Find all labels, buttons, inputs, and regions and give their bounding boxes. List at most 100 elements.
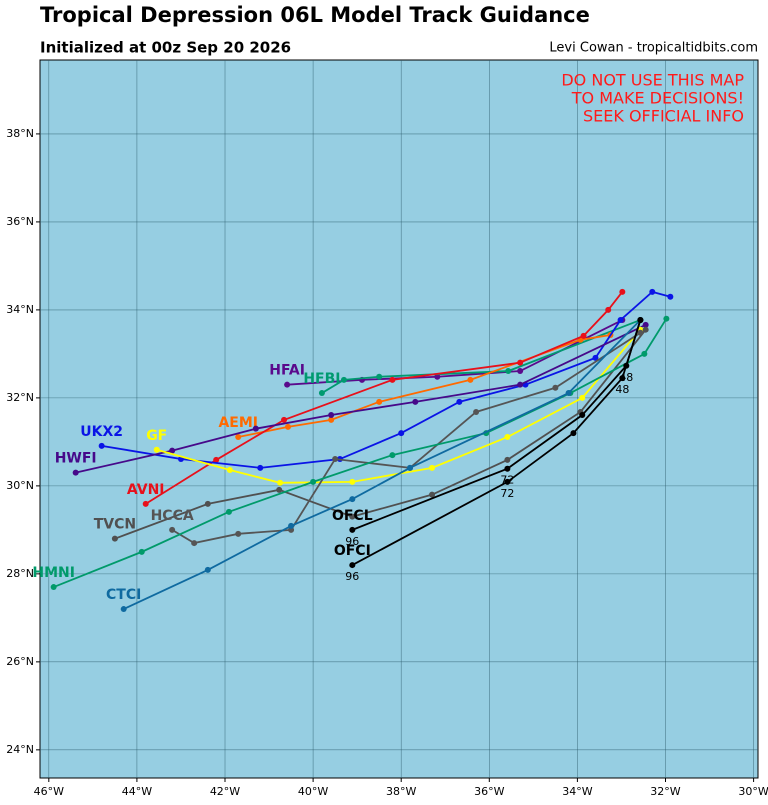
track-point (456, 398, 463, 405)
track-point (204, 566, 211, 573)
y-tick-label: 34°N (6, 303, 34, 316)
y-tick-label: 38°N (6, 127, 34, 140)
model-label: AEMI (218, 415, 258, 431)
track-point (504, 465, 511, 472)
y-tick-label: 32°N (6, 391, 34, 404)
x-tick-label: 38°W (386, 785, 416, 798)
track-point (98, 442, 105, 449)
track-point (619, 288, 626, 295)
track-point (579, 412, 586, 419)
track-point (235, 530, 242, 537)
track-point (225, 508, 232, 515)
x-tick-label: 36°W (474, 785, 504, 798)
track-point (642, 326, 649, 333)
track-point (284, 381, 291, 388)
track-point (649, 288, 656, 295)
hour-label: 96 (345, 570, 359, 583)
y-tick-label: 24°N (6, 743, 34, 756)
track-point (252, 425, 259, 432)
track-point (111, 535, 118, 542)
x-tick-label: 40°W (298, 785, 328, 798)
model-label: CTCI (106, 587, 141, 603)
track-point (349, 526, 356, 533)
model-label: HFBI (303, 371, 340, 387)
x-tick-label: 44°W (122, 785, 152, 798)
track-point (429, 491, 436, 498)
track-point (641, 350, 648, 357)
track-point (467, 376, 474, 383)
x-tick-label: 34°W (562, 785, 592, 798)
x-tick-label: 30°W (738, 785, 768, 798)
track-point (517, 381, 524, 388)
x-tick-label: 46°W (34, 785, 64, 798)
track-point (667, 293, 674, 300)
track-point (389, 376, 396, 383)
track-point (142, 500, 149, 507)
track-point (504, 478, 511, 485)
track-point (389, 452, 396, 459)
track-point (663, 315, 670, 322)
track-point (580, 332, 587, 339)
model-label: TVCN (94, 517, 136, 533)
model-label: HWFI (55, 451, 97, 467)
track-point (318, 390, 325, 397)
warning-text: SEEK OFFICIAL INFO (583, 107, 744, 126)
chart-subtitle: Initialized at 00z Sep 20 2026 (40, 39, 291, 57)
grid: 46°W 44°W 42°W 40°W 38°W 36°W 34°W 32°W 30°W 24°N… (6, 60, 768, 798)
track-point (204, 500, 211, 507)
hour-label: 48 (615, 383, 629, 396)
track-point (592, 354, 599, 361)
map-background (39, 59, 759, 779)
track-point (349, 513, 356, 520)
model-label: OFCI (334, 543, 371, 559)
model-label: AVNI (127, 482, 165, 498)
model-label: HFAI (269, 363, 305, 379)
track-point (213, 456, 220, 463)
y-tick-label: 30°N (6, 479, 34, 492)
track-point (579, 394, 586, 401)
track-point (120, 606, 127, 613)
track-point (349, 496, 356, 503)
track-point (288, 522, 295, 529)
x-tick-label: 42°W (210, 785, 240, 798)
track-point (349, 478, 356, 485)
y-tick-label: 36°N (6, 215, 34, 228)
credit: Levi Cowan - tropicaltidbits.com (549, 41, 758, 56)
track-point (191, 540, 198, 547)
track-point (332, 456, 339, 463)
track (156, 329, 642, 484)
track-point (637, 317, 644, 324)
track-point (138, 548, 145, 555)
track-point (169, 526, 176, 533)
x-tick-label: 32°W (650, 785, 680, 798)
warning-text: DO NOT USE THIS MAP (561, 71, 744, 90)
track-point (328, 412, 335, 419)
track-point (349, 562, 356, 569)
track-point (434, 373, 441, 380)
model-label: HMNI (32, 565, 75, 581)
model-label: GF (146, 428, 167, 444)
track-point (50, 584, 57, 591)
track-point (429, 464, 436, 471)
track-point (504, 456, 511, 463)
track-point (277, 479, 284, 486)
track-point (505, 368, 512, 375)
track-point (570, 430, 577, 437)
track-point (276, 486, 283, 493)
track-point (617, 317, 624, 324)
track-point (235, 434, 242, 441)
track-point (328, 416, 335, 423)
track-point (552, 384, 559, 391)
track-point (310, 478, 317, 485)
track (145, 291, 624, 505)
track-point (407, 464, 414, 471)
track (114, 329, 647, 540)
track-point (517, 368, 524, 375)
track-point (284, 423, 291, 430)
track-point (376, 398, 383, 405)
model-label: HCCA (151, 508, 194, 524)
track-point (398, 430, 405, 437)
